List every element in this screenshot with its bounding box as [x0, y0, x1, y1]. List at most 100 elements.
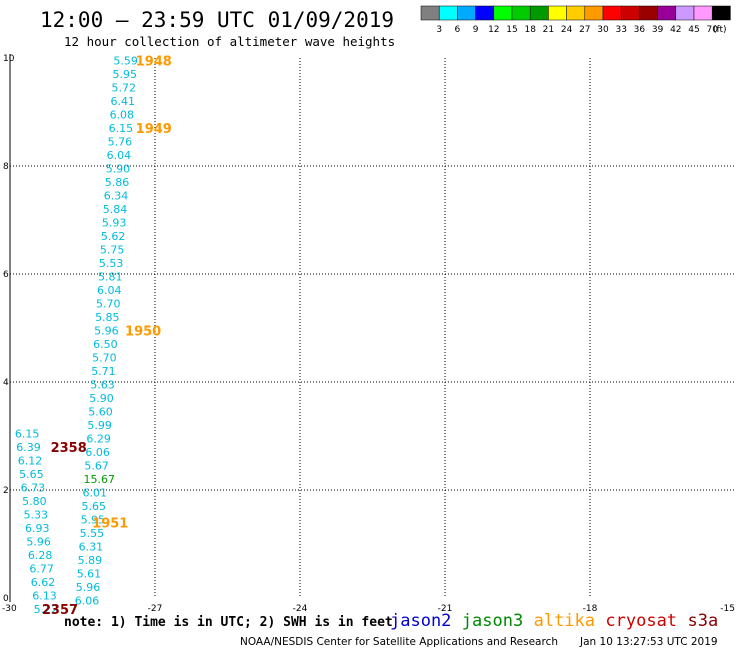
legend-unit: (ft) — [713, 25, 727, 35]
satellite-legend: jason2 jason3 altika cryosat s3a — [390, 611, 718, 631]
value-label: 6.77 — [29, 562, 54, 575]
value-label: 6.41 — [111, 95, 135, 108]
value-label: 5.67 — [84, 460, 109, 473]
x-tick-label: -27 — [148, 604, 163, 614]
value-label: 6.04 — [107, 149, 131, 162]
value-label: 6.93 — [25, 522, 50, 535]
y-tick-label: 4 — [3, 378, 9, 388]
value-label: 5.76 — [108, 136, 133, 149]
satellite-jason3: jason3 — [462, 611, 523, 631]
value-label: 6.62 — [31, 576, 56, 589]
value-label: 6.12 — [18, 454, 43, 467]
wave-height-legend: 3 6 9 12 15 18 21 24 27 30 33 36 39 42 45 70 — [420, 5, 731, 35]
legend-label: 21 — [543, 25, 554, 35]
time-label: 1948 — [136, 55, 172, 70]
x-tick-label: -30 — [2, 604, 17, 614]
value-label: 6.39 — [16, 441, 41, 454]
legend-label: 18 — [524, 25, 536, 35]
value-label: 5.89 — [78, 554, 103, 567]
value-label: 5.70 — [92, 352, 117, 365]
legend-label: 15 — [506, 25, 517, 35]
value-label: 5.22 — [34, 603, 59, 616]
legend-swatch — [529, 5, 549, 21]
time-label: 1950 — [125, 325, 161, 340]
legend-label: 12 — [488, 25, 499, 35]
value-label: 6.08 — [110, 109, 135, 122]
value-label: 5.71 — [91, 365, 116, 378]
legend-label: 42 — [670, 25, 681, 35]
value-label: 6.06 — [75, 595, 100, 608]
value-label: 5.61 — [77, 568, 102, 581]
value-label: 5.81 — [98, 271, 123, 284]
value-label: 5.33 — [24, 508, 49, 521]
time-label: 2357 — [42, 603, 78, 618]
time-label: 1949 — [136, 122, 172, 137]
value-label: 6.04 — [97, 284, 122, 297]
legend-label: 30 — [597, 25, 609, 35]
legend-label: 6 — [455, 25, 461, 35]
value-label: 5.95 — [81, 514, 106, 527]
value-label: 5.65 — [82, 500, 107, 513]
legend-swatch — [711, 5, 731, 21]
x-tick-label: -15 — [720, 604, 735, 614]
footer-credit: NOAA/NESDIS Center for Satellite Applica… — [240, 636, 558, 648]
value-label: 5.80 — [22, 495, 47, 508]
satellite-jason2: jason2 — [390, 611, 451, 631]
value-label: 5.86 — [105, 176, 130, 189]
legend-swatch — [602, 5, 622, 21]
legend-swatch — [493, 5, 513, 21]
value-label: 5.60 — [88, 406, 113, 419]
legend-label: 33 — [615, 25, 626, 35]
legend-swatch — [657, 5, 677, 21]
value-label: 6.01 — [83, 487, 108, 500]
value-label: 6.13 — [32, 589, 57, 602]
y-tick-label: 2 — [3, 486, 9, 496]
legend-swatch — [639, 5, 658, 21]
value-label: 5.72 — [112, 82, 137, 95]
y-tick-label: 8 — [3, 162, 9, 172]
footer-timestamp: Jan 10 13:27:53 UTC 2019 — [579, 636, 718, 648]
legend-swatch — [566, 5, 586, 21]
value-label: 5.96 — [26, 535, 51, 548]
y-tick-label: 6 — [3, 270, 9, 280]
legend-label: 3 — [436, 25, 442, 35]
value-label: 6.28 — [28, 549, 52, 562]
value-label: 5.90 — [106, 163, 131, 176]
y-tick-label: 0 — [3, 594, 9, 604]
time-label: 1951 — [92, 516, 128, 531]
legend-swatch — [438, 5, 458, 21]
legend-swatch — [457, 5, 476, 21]
value-label: 6.31 — [79, 541, 104, 554]
value-label: 5.99 — [87, 419, 112, 432]
value-label: 5.85 — [95, 311, 120, 324]
legend-swatch — [420, 5, 440, 21]
value-label: 6.06 — [85, 446, 110, 459]
legend-swatch — [584, 5, 604, 21]
legend-label: 36 — [634, 25, 646, 35]
track-2-values: 6.156.396.125.656.735.805.336.935.966.28… — [15, 427, 58, 616]
value-label: 5.65 — [19, 468, 44, 481]
track-1-values: 5.595.955.726.416.086.155.766.045.905.86… — [75, 55, 138, 608]
time-label: 2358 — [51, 441, 87, 456]
chart-title: 12:00 – 23:59 UTC 01/09/2019 — [40, 8, 394, 32]
value-label: 6.15 — [109, 122, 134, 135]
x-tick-label: -24 — [293, 604, 308, 614]
value-label: 5.59 — [113, 55, 138, 68]
satellite-s3a: s3a — [688, 611, 719, 631]
legend-label: 39 — [652, 25, 664, 35]
x-tick-label: -21 — [438, 604, 453, 614]
value-label: 5.95 — [112, 68, 137, 81]
plot-grid — [9, 54, 735, 602]
y-tick-label: 10 — [3, 54, 15, 64]
satellite-altika: altika — [534, 611, 595, 631]
y-axis-ticks: 0 2 4 6 8 10 — [3, 54, 15, 604]
x-axis-ticks: -30 -27 -24 -21 -18 -15 — [2, 604, 735, 614]
value-label: 5.84 — [103, 203, 128, 216]
value-label: 6.34 — [104, 190, 128, 203]
value-label: 5.70 — [96, 298, 121, 311]
legend-swatch — [693, 5, 713, 21]
x-tick-label: -18 — [583, 604, 598, 614]
value-label: 6.15 — [15, 427, 40, 440]
legend-swatch — [620, 5, 640, 21]
